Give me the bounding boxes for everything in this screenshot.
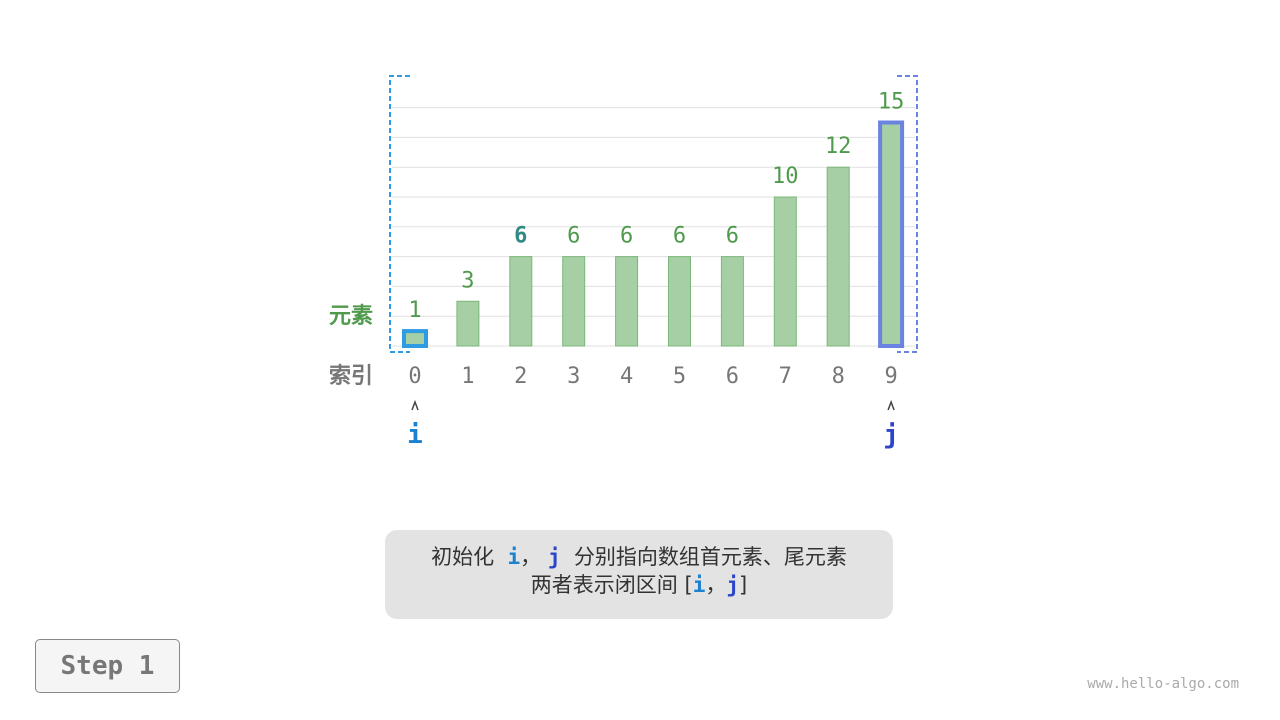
index-label: 7 bbox=[779, 364, 792, 389]
index-label: 9 bbox=[884, 364, 897, 389]
step-button[interactable]: Step 1 bbox=[35, 639, 180, 693]
value-label: 6 bbox=[673, 224, 686, 249]
pointer-i: i bbox=[407, 420, 423, 450]
interval-bracket-left bbox=[389, 75, 410, 353]
bar bbox=[509, 256, 533, 347]
caption-text: 初始化 bbox=[431, 545, 495, 569]
elements-row-label: 元素 bbox=[329, 303, 373, 329]
value-label: 10 bbox=[772, 164, 799, 189]
caption-bracket: ] bbox=[739, 573, 748, 597]
value-label: 15 bbox=[878, 90, 905, 115]
value-label: 3 bbox=[461, 268, 474, 293]
watermark: www.hello-algo.com bbox=[1087, 676, 1239, 692]
caption-j: j bbox=[547, 545, 561, 569]
value-label: 6 bbox=[620, 224, 633, 249]
bar bbox=[615, 256, 639, 347]
bar bbox=[668, 256, 691, 347]
index-label: 0 bbox=[408, 364, 421, 389]
caption-text: 两者表示闭区间 bbox=[530, 573, 678, 597]
bar bbox=[720, 256, 744, 347]
caption-line-1: 初始化 i， j 分别指向数组首元素、尾元素 bbox=[385, 543, 893, 571]
bar bbox=[773, 196, 797, 347]
bar bbox=[402, 329, 428, 349]
caption-bracket: [ bbox=[684, 573, 693, 597]
value-label: 6 bbox=[726, 224, 739, 249]
caption-sep: ， bbox=[705, 573, 727, 597]
caption-text: 分别指向数组首元素、尾元素 bbox=[573, 545, 847, 569]
index-label: 6 bbox=[726, 364, 739, 389]
index-label: 4 bbox=[620, 364, 633, 389]
interval-bracket-right bbox=[897, 75, 918, 353]
pointer-arrow-icon bbox=[411, 399, 419, 411]
caption-line-2: 两者表示闭区间 [i，j] bbox=[385, 571, 893, 599]
pointer-j: j bbox=[883, 420, 899, 450]
index-row-label: 索引 bbox=[329, 364, 373, 389]
bar bbox=[826, 166, 850, 347]
bar bbox=[562, 256, 586, 347]
caption-sep: ， bbox=[520, 545, 542, 569]
value-label: 6 bbox=[567, 224, 580, 249]
caption-box: 初始化 i， j 分别指向数组首元素、尾元素 两者表示闭区间 [i，j] bbox=[385, 530, 893, 619]
index-label: 2 bbox=[514, 364, 527, 389]
index-label: 8 bbox=[832, 364, 845, 389]
index-label: 5 bbox=[673, 364, 686, 389]
index-label: 3 bbox=[567, 364, 580, 389]
bar bbox=[878, 120, 905, 348]
caption-i: i bbox=[507, 545, 521, 569]
index-label: 1 bbox=[461, 364, 474, 389]
caption-i: i bbox=[692, 573, 706, 597]
pointer-arrow-icon bbox=[887, 399, 895, 411]
value-label: 6 bbox=[514, 224, 527, 249]
caption-j: j bbox=[726, 573, 739, 597]
value-label: 1 bbox=[408, 298, 421, 323]
bar bbox=[456, 300, 480, 347]
value-label: 12 bbox=[825, 134, 852, 159]
